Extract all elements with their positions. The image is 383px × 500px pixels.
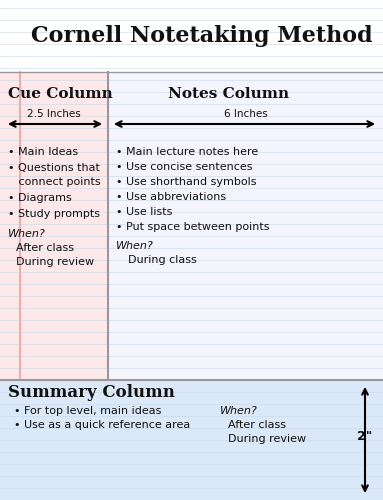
Text: • Use shorthand symbols: • Use shorthand symbols (116, 177, 257, 187)
Text: • Use as a quick reference area: • Use as a quick reference area (14, 420, 190, 430)
Text: • Put space between points: • Put space between points (116, 222, 270, 232)
Text: • Use concise sentences: • Use concise sentences (116, 162, 252, 172)
Text: • Main Ideas: • Main Ideas (8, 147, 78, 157)
Text: When?: When? (8, 229, 46, 239)
Bar (0, 0, 383, 72)
Text: • Questions that: • Questions that (8, 163, 100, 173)
Text: Notes Column: Notes Column (168, 87, 289, 101)
Text: When?: When? (116, 241, 154, 251)
Text: After class: After class (228, 420, 286, 430)
Text: During class: During class (128, 255, 197, 265)
Text: 2.5 Inches: 2.5 Inches (27, 109, 81, 119)
Text: During review: During review (16, 257, 94, 267)
Text: After class: After class (16, 243, 74, 253)
Text: • For top level, main ideas: • For top level, main ideas (14, 406, 161, 416)
Text: • Diagrams: • Diagrams (8, 193, 72, 203)
Text: • Use lists: • Use lists (116, 207, 172, 217)
Text: During review: During review (228, 434, 306, 444)
Bar (0, 380, 383, 500)
Text: 6 Inches: 6 Inches (224, 109, 267, 119)
Text: Cue Column: Cue Column (8, 87, 113, 101)
Text: Summary Column: Summary Column (8, 384, 175, 401)
Text: • Use abbreviations: • Use abbreviations (116, 192, 226, 202)
Bar (0, 72, 108, 380)
Text: • Study prompts: • Study prompts (8, 209, 100, 219)
Text: When?: When? (220, 406, 258, 416)
Text: 2": 2" (357, 430, 373, 442)
Text: • Main lecture notes here: • Main lecture notes here (116, 147, 258, 157)
Text: connect points: connect points (8, 177, 101, 187)
Bar (108, 72, 383, 380)
Text: Cornell Notetaking Method: Cornell Notetaking Method (31, 25, 372, 47)
